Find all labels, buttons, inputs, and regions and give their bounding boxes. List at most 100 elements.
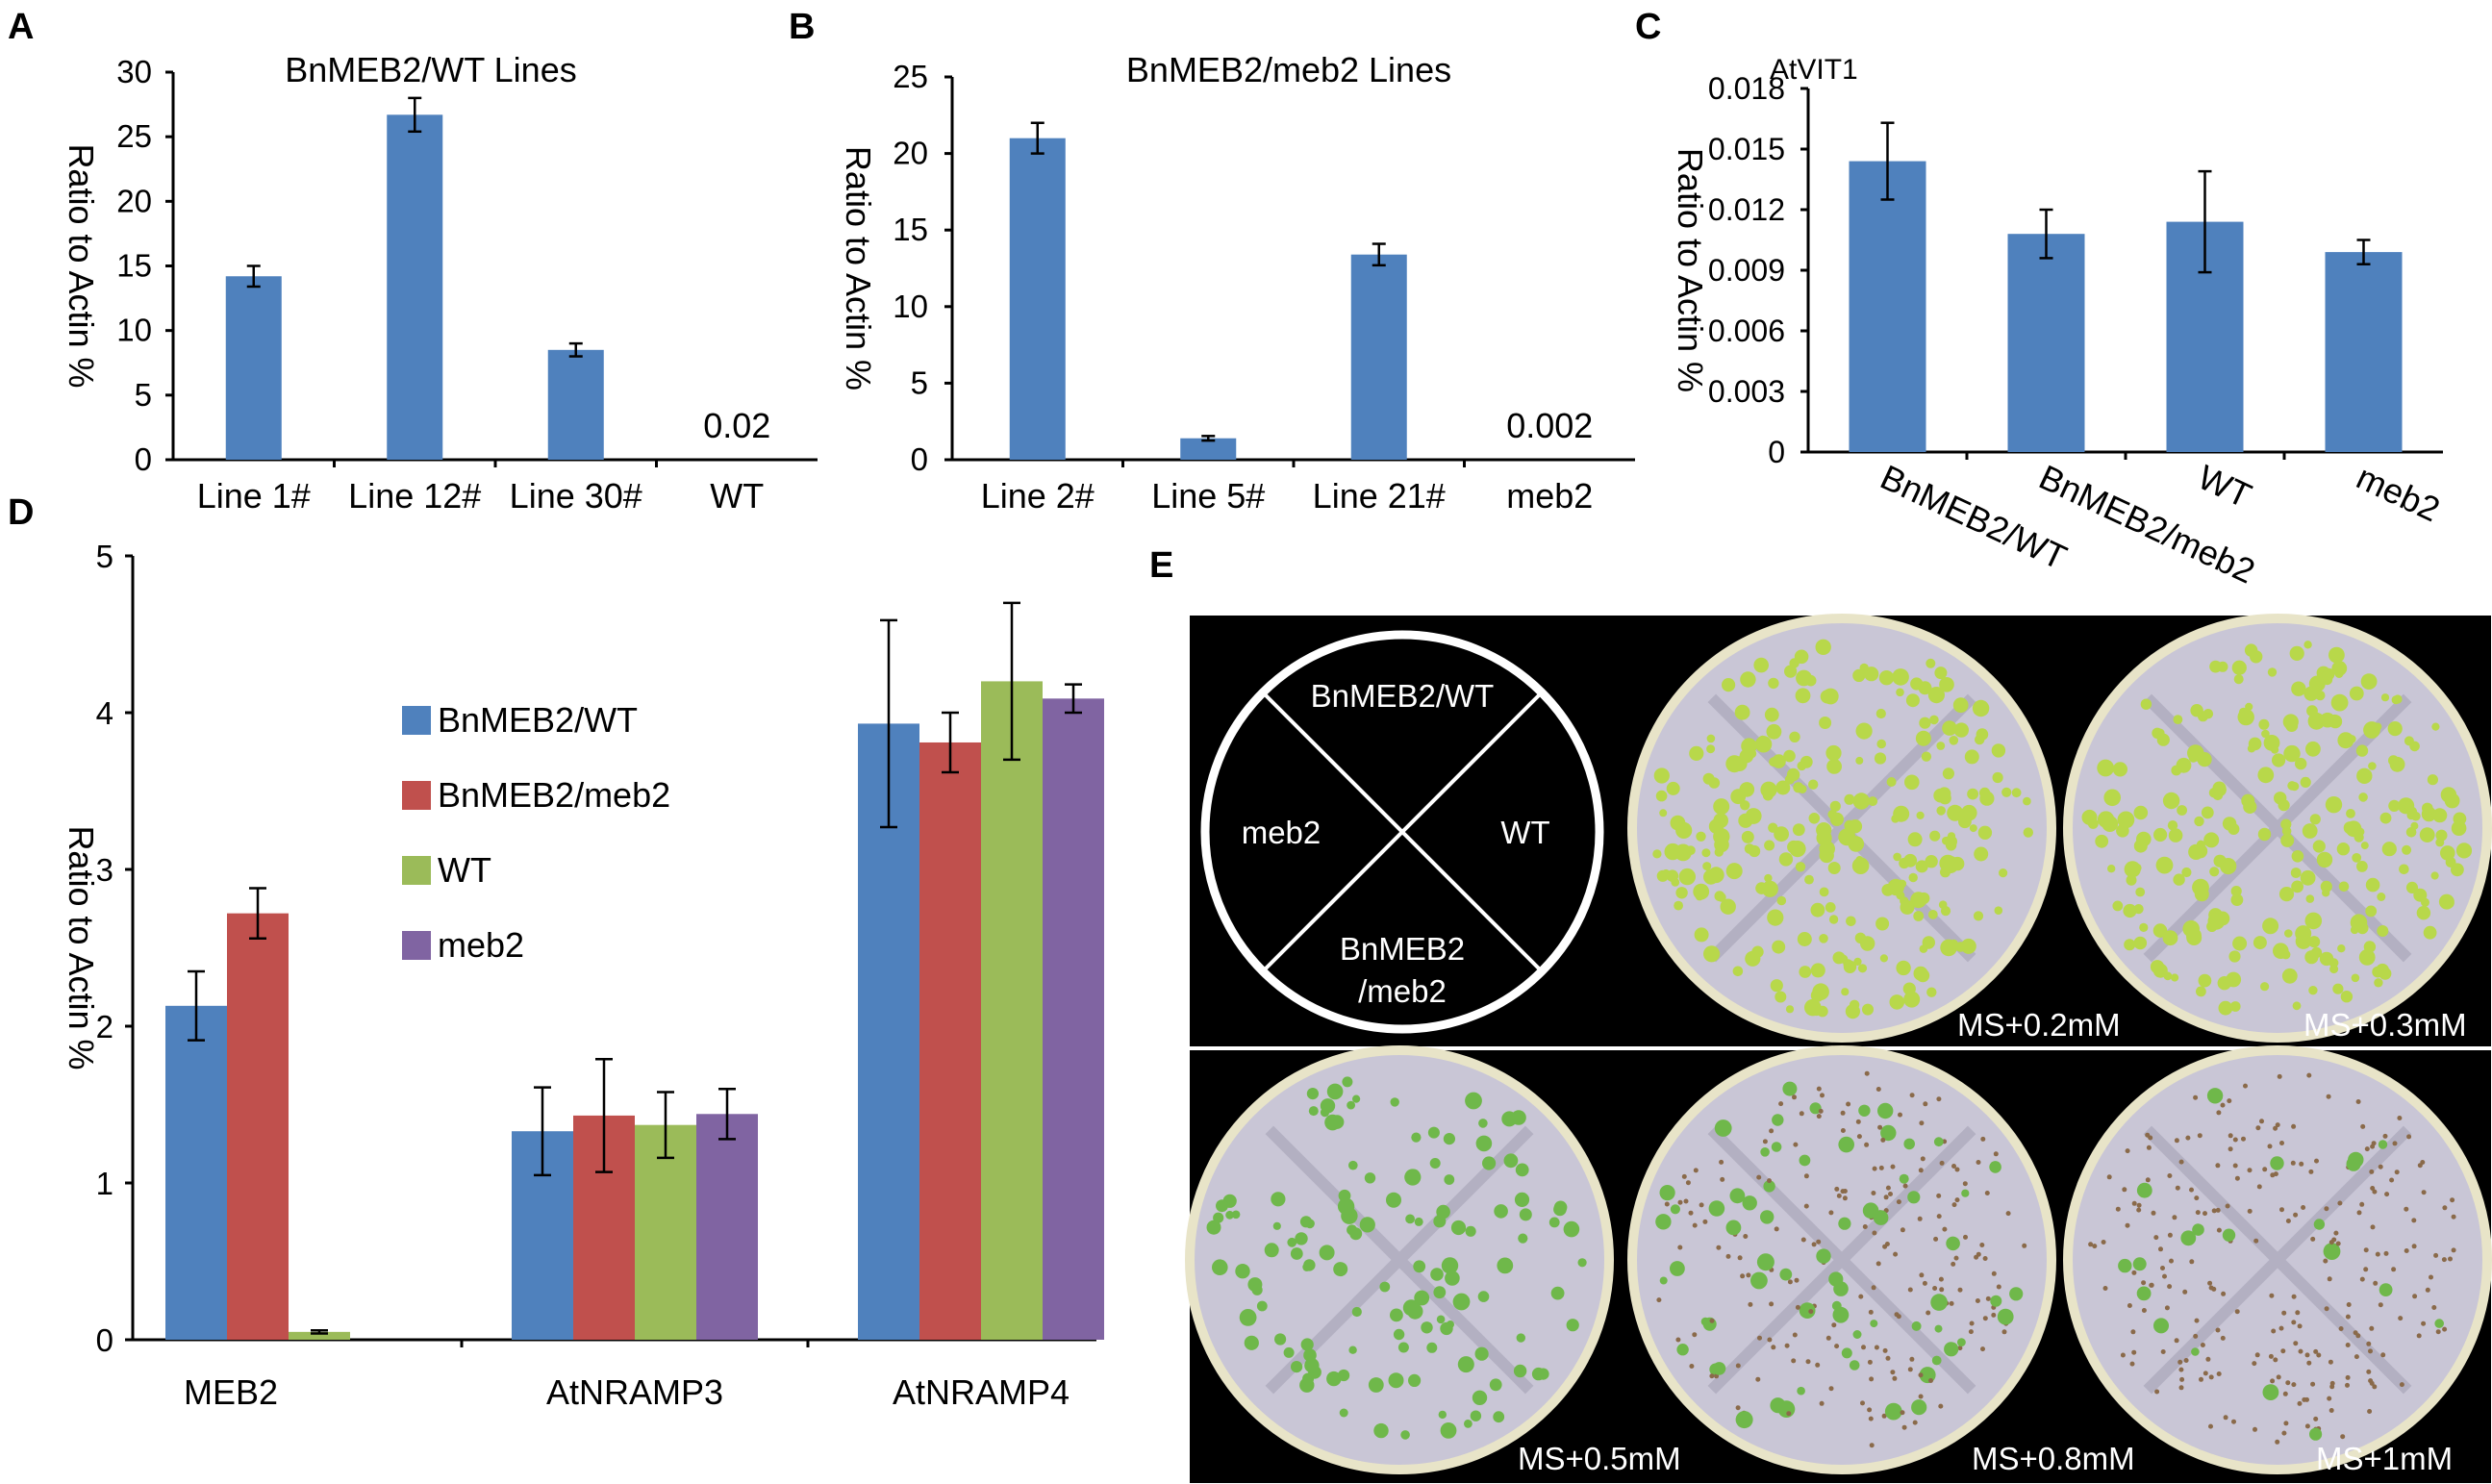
seed — [2195, 1210, 2201, 1216]
seed — [2433, 1252, 2439, 1258]
seed — [2102, 1286, 2108, 1291]
seedling — [1884, 1402, 1902, 1421]
seedling — [1879, 954, 1888, 963]
y-axis-label: Ratio to Actin % — [62, 825, 101, 1069]
seedling — [2126, 874, 2137, 886]
seedling — [2290, 868, 2302, 878]
seed — [1907, 1287, 1913, 1293]
seedling — [2440, 845, 2455, 861]
seed — [2130, 1329, 2136, 1335]
chart-panel-b: BnMEB2/meb2 Lines Ratio to Actin % 0 5 10 15 2… — [839, 50, 1635, 516]
bar — [696, 1114, 758, 1340]
seed — [1928, 1378, 1933, 1383]
legend-swatch — [402, 931, 431, 960]
seedling — [2107, 865, 2116, 873]
x-tick-label: WT — [2192, 457, 2257, 516]
seedling — [1304, 1358, 1320, 1373]
seed — [1954, 1197, 1960, 1203]
seedling — [2328, 958, 2339, 968]
seedling — [2325, 796, 2343, 814]
seed — [1938, 1403, 1944, 1409]
seed — [2221, 1291, 2227, 1296]
seedling — [1302, 1263, 1312, 1271]
chart-panel-d: Ratio to Actin % 0 1 2 3 4 5 MEB2 AtNRAMP3 AtNRAM… — [62, 539, 1104, 1412]
seedling — [1819, 887, 1829, 897]
seedling — [2281, 968, 2298, 984]
seed — [1800, 1237, 1806, 1243]
seedling — [2009, 1287, 2024, 1301]
seedling — [2346, 1156, 2361, 1171]
seedling — [1795, 688, 1811, 704]
seed — [1976, 1251, 1981, 1257]
seed — [1979, 1243, 1985, 1247]
seedling — [1779, 1268, 1793, 1281]
seedling — [1783, 749, 1796, 763]
x-tick-label: WT — [710, 476, 764, 516]
y-tick-label: 4 — [96, 695, 113, 731]
seedling — [2173, 715, 2183, 724]
seedling — [2356, 767, 2373, 784]
y-tick-label: 20 — [893, 136, 928, 171]
seedling — [1256, 1300, 1268, 1312]
seedling — [2171, 973, 2179, 982]
seed — [1954, 1167, 1960, 1172]
seedling — [1457, 1356, 1474, 1373]
seed — [2301, 1205, 2306, 1210]
seedling — [1913, 966, 1928, 981]
seedling — [1855, 856, 1864, 865]
seed — [1778, 1101, 1784, 1107]
bar — [227, 913, 289, 1340]
seedling — [1808, 779, 1819, 790]
seedling — [1848, 836, 1865, 852]
seed — [1926, 1310, 1931, 1316]
seedling — [2356, 921, 2369, 935]
seedling — [2152, 923, 2168, 938]
seed — [1938, 1276, 1944, 1282]
seed — [1869, 1376, 1875, 1382]
seedling — [2360, 673, 2378, 690]
y-tick-label: 0.003 — [1708, 374, 1785, 409]
seedling — [1792, 823, 1805, 837]
seed — [1834, 1186, 1840, 1192]
seedling — [2103, 789, 2121, 807]
seed — [2451, 1247, 2456, 1253]
seed — [2397, 1116, 2403, 1120]
seed — [1748, 1301, 1753, 1307]
seed — [2364, 1146, 2370, 1152]
seedling — [2308, 936, 2321, 948]
seedling — [1239, 1309, 1257, 1326]
seedling — [1764, 707, 1779, 722]
plate-seedlings — [1652, 639, 2033, 1019]
seedling — [1848, 819, 1863, 834]
seed — [2216, 1371, 2222, 1376]
seed — [2167, 1173, 2173, 1178]
seedling — [2289, 645, 2304, 662]
seedling — [2280, 949, 2291, 960]
seed — [1762, 1139, 1768, 1144]
seedling — [2102, 816, 2119, 832]
seedling — [1659, 809, 1668, 817]
seedling — [2313, 1219, 2326, 1230]
seedling — [2231, 660, 2247, 675]
seedling — [1749, 844, 1761, 858]
seed — [1936, 1096, 1942, 1102]
seedling — [1808, 813, 1821, 824]
seedling — [1857, 964, 1868, 973]
seed — [2182, 1289, 2188, 1295]
seed — [1939, 1287, 1945, 1293]
seedling — [1876, 739, 1886, 749]
seedling — [2374, 978, 2383, 988]
seedling — [1244, 1335, 1259, 1350]
seedling — [1477, 1291, 1490, 1302]
seedling — [2304, 912, 2323, 930]
seedling — [1333, 1262, 1348, 1277]
seedling — [1429, 1158, 1441, 1169]
seedling — [2162, 792, 2180, 810]
seedling — [2391, 695, 2401, 705]
bar — [289, 1331, 350, 1340]
seedling — [1408, 1373, 1422, 1387]
seedling — [1946, 1236, 1960, 1251]
seedling — [1347, 1100, 1355, 1110]
seed — [1976, 1160, 1981, 1165]
seed — [2345, 1374, 2351, 1380]
